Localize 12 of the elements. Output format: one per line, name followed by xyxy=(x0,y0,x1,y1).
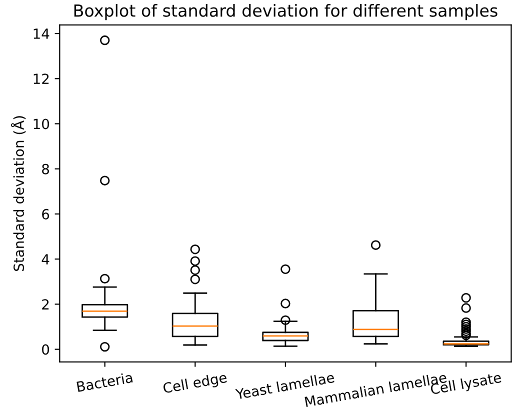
y-tick-label: 4 xyxy=(42,254,50,264)
y-axis-title: Standard deviation (Å) xyxy=(10,116,26,271)
y-tick-label: 0 xyxy=(42,344,50,355)
y-tick-label: 14 xyxy=(34,28,50,39)
y-tick-label: 10 xyxy=(34,118,50,130)
y-tick-label: 8 xyxy=(42,164,50,174)
y-tick-label: 12 xyxy=(34,74,49,84)
x-tick-label: Cell edge xyxy=(162,372,228,396)
y-tick-label: 6 xyxy=(42,208,50,220)
y-tick-label: 2 xyxy=(42,299,49,310)
chart-title: Boxplot of standard deviation for different samples xyxy=(74,4,498,20)
x-tick-label: Bacteria xyxy=(76,372,133,392)
